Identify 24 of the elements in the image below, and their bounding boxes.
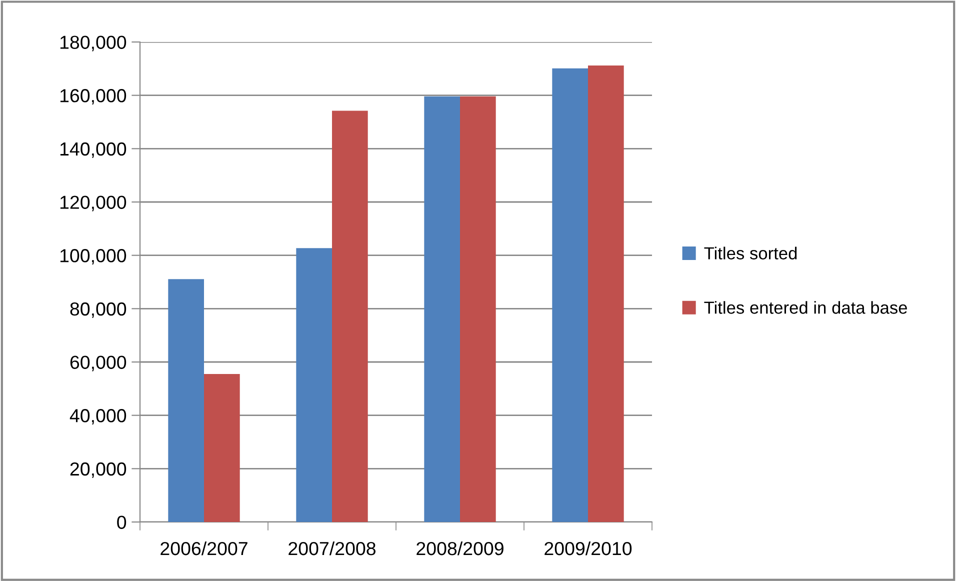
x-tick-label: 2008/2009 bbox=[416, 541, 504, 556]
y-tick-label: 80,000 bbox=[70, 302, 126, 318]
x-tick-label: 2006/2007 bbox=[160, 541, 248, 556]
legend-label: Titles entered in data base bbox=[704, 301, 907, 314]
bar bbox=[552, 68, 588, 522]
y-tick-label: 120,000 bbox=[60, 196, 126, 212]
y-tick-label: 160,000 bbox=[60, 89, 126, 105]
y-tick-label: 0 bbox=[117, 516, 126, 529]
y-tick-label: 100,000 bbox=[60, 249, 126, 265]
y-tick-label: 40,000 bbox=[70, 409, 126, 425]
legend-label: Titles sorted bbox=[704, 246, 797, 260]
x-tick-label: 2009/2010 bbox=[544, 541, 632, 556]
y-tick-label: 180,000 bbox=[60, 36, 126, 52]
bar bbox=[588, 65, 624, 522]
y-tick-label: 20,000 bbox=[70, 462, 126, 478]
bar bbox=[296, 248, 332, 522]
y-tick-label: 60,000 bbox=[70, 356, 126, 372]
bar bbox=[204, 374, 240, 522]
bar bbox=[332, 110, 368, 522]
bar bbox=[168, 279, 204, 522]
y-tick-label: 140,000 bbox=[60, 142, 126, 158]
x-tick-label: 2007/2008 bbox=[288, 541, 376, 556]
bar bbox=[460, 96, 496, 522]
bar bbox=[424, 96, 460, 522]
